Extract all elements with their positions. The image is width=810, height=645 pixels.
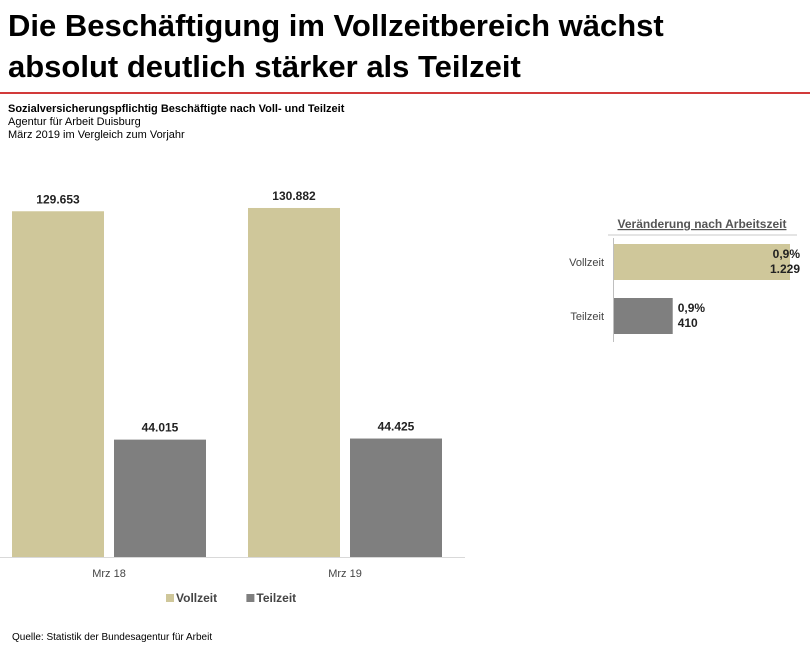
- chart-subtitle: Sozialversicherungspflichtig Beschäftigt…: [8, 103, 345, 115]
- title-line-2: absolut deutlich stärker als Teilzeit: [8, 49, 521, 84]
- bar-value-label: 130.882: [272, 189, 316, 203]
- bar-value-label: 44.425: [378, 420, 415, 434]
- bar-vollzeit: [248, 207, 340, 558]
- category-label: Mrz 18: [92, 568, 126, 580]
- change-percent-label: 0,9%: [773, 247, 801, 261]
- change-percent-label: 0,9%: [678, 301, 706, 315]
- change-category-label: Teilzeit: [570, 311, 604, 323]
- bar-vollzeit: [12, 211, 104, 557]
- bar-teilzeit: [114, 439, 206, 557]
- change-value-label: 1.229: [770, 262, 800, 276]
- legend-label-vollzeit: Vollzeit: [176, 591, 217, 605]
- page-title: Die Beschäftigung im Vollzeitbereich wäc…: [8, 5, 808, 87]
- bar-value-label: 44.015: [142, 421, 179, 435]
- change-category-label: Vollzeit: [569, 257, 604, 269]
- change-bar-teilzeit: [614, 298, 673, 334]
- change-value-label: 410: [678, 316, 698, 330]
- bar-value-label: 129.653: [36, 192, 80, 206]
- side-chart-title: Veränderung nach Arbeitszeit: [618, 217, 787, 231]
- period-text: März 2019 im Vergleich zum Vorjahr: [8, 129, 185, 141]
- change-bar-vollzeit: [614, 244, 790, 280]
- bar-teilzeit: [350, 438, 442, 557]
- agency-name: Agentur für Arbeit Duisburg: [8, 116, 141, 128]
- legend-swatch-vollzeit: [166, 594, 174, 602]
- legend-swatch-teilzeit: [246, 594, 255, 602]
- category-label: Mrz 19: [328, 568, 362, 580]
- title-line-1: Die Beschäftigung im Vollzeitbereich wäc…: [8, 8, 664, 43]
- title-divider: [0, 92, 810, 94]
- source-note: Quelle: Statistik der Bundesagentur für …: [12, 632, 213, 643]
- legend-label-teilzeit: Teilzeit: [256, 591, 296, 605]
